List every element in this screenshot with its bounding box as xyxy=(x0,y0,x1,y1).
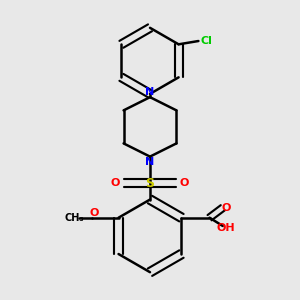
Text: O: O xyxy=(180,178,189,188)
Text: OH: OH xyxy=(217,223,236,232)
Text: Cl: Cl xyxy=(201,36,213,46)
Text: S: S xyxy=(146,176,154,190)
Text: O: O xyxy=(111,178,120,188)
Text: N: N xyxy=(146,157,154,166)
Text: O: O xyxy=(221,203,231,213)
Text: N: N xyxy=(146,87,154,97)
Text: CH₃: CH₃ xyxy=(64,213,84,223)
Text: O: O xyxy=(89,208,98,218)
